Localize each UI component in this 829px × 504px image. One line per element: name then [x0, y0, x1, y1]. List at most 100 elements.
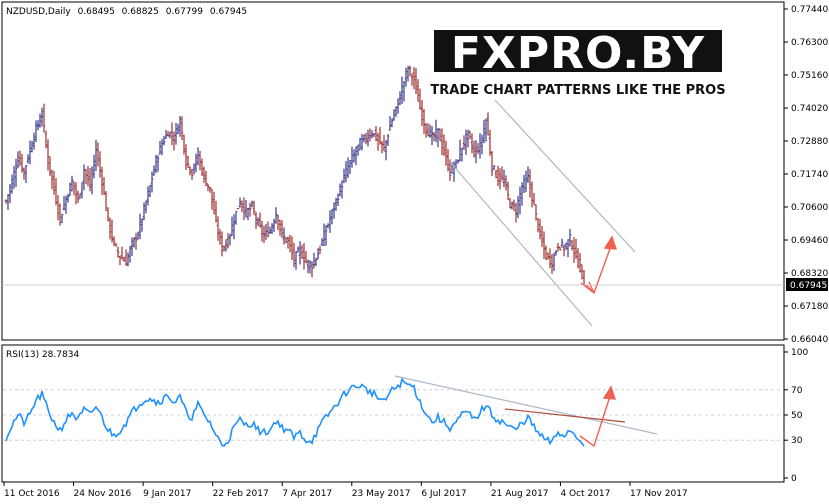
ohlc-bar: [506, 181, 510, 200]
ohlc-bar: [400, 76, 404, 105]
ohlc-bar: [522, 174, 526, 193]
ohlc-bar: [328, 210, 332, 233]
ohlc-bar: [396, 98, 400, 114]
ohlc-bar: [580, 264, 584, 280]
ohlc-bar: [286, 236, 290, 249]
rsi-pane[interactable]: [1, 344, 785, 483]
time-tick-label: 4 Oct 2017: [560, 489, 610, 499]
ohlc-bar: [172, 131, 176, 151]
ohlc-bar: [206, 183, 210, 192]
ohlc-bar: [404, 67, 408, 87]
ohlc-bar: [536, 217, 540, 233]
current-price-label: 0.67945: [790, 281, 827, 291]
ohlc-bar: [564, 242, 568, 250]
ohlc-bar: [500, 166, 504, 181]
ohlc-bar: [278, 219, 282, 236]
price-tick-label: 0.77440: [791, 5, 828, 15]
ohlc-bar: [498, 168, 502, 190]
ohlc-bar: [446, 149, 450, 172]
ohlc-bar: [528, 168, 532, 198]
ohlc-bar: [292, 242, 296, 268]
ohlc-bar: [306, 259, 310, 274]
price-tick-label: 0.69460: [791, 236, 828, 246]
ohlc-bar: [224, 239, 228, 252]
ohlc-bar: [492, 165, 496, 170]
ohlc-bar: [496, 165, 500, 186]
ohlc-bar: [358, 137, 362, 151]
time-tick-label: 22 Feb 2017: [213, 489, 269, 499]
rsi-pane-title: RSI(13) 28.7834: [6, 350, 79, 360]
ohlc-bar: [50, 169, 54, 190]
ohlc-bar: [316, 248, 320, 260]
ohlc-bar: [8, 184, 12, 204]
ohlc-bar: [42, 103, 46, 133]
ohlc-bar: [64, 195, 68, 214]
ohlc-bar: [170, 122, 174, 146]
ohlc-bar: [576, 248, 580, 269]
ohlc-bar: [550, 254, 554, 274]
ohlc-bar: [154, 154, 158, 174]
ohlc-bar: [60, 213, 64, 224]
ohlc-bar: [464, 129, 468, 155]
rsi-series: [5, 377, 585, 447]
time-tick-label: 17 Nov 2017: [630, 489, 688, 499]
ohlc-bar: [568, 229, 572, 247]
ohlc-bar: [122, 256, 126, 262]
ohlc-bar: [186, 155, 190, 168]
ohlc-bar: [284, 237, 288, 244]
symbol-label: NZDUSD,Daily: [6, 7, 71, 17]
ohlc-bar: [258, 212, 262, 228]
ohlc-bar: [214, 200, 218, 223]
ohlc-bar: [212, 191, 216, 215]
ohlc-bar: [470, 133, 474, 154]
ohlc-bar: [124, 249, 128, 266]
ohlc-bar: [420, 100, 424, 127]
ohlc-bar: [430, 126, 434, 145]
ohlc-bar: [442, 134, 446, 156]
ohlc-bar: [480, 134, 484, 155]
ohlc-bar: [234, 210, 238, 225]
ohlc-bar: [268, 226, 272, 235]
ohlc-close: 0.67945: [210, 7, 247, 17]
ohlc-bar: [494, 169, 498, 179]
ohlc-bar: [56, 195, 60, 221]
ohlc-bar: [208, 186, 212, 193]
rsi-axis: 100 70 50 30 0: [784, 348, 808, 484]
ohlc-bar: [136, 231, 140, 240]
ohlc-bar: [10, 174, 14, 194]
ohlc-bar: [58, 203, 62, 226]
ohlc-bar: [344, 161, 348, 183]
ohlc-bar: [78, 193, 82, 199]
time-tick-label: 23 May 2017: [352, 489, 411, 499]
ohlc-bar: [282, 227, 286, 245]
ohlc-bar: [512, 199, 516, 211]
ohlc-bar: [192, 163, 196, 175]
ohlc-bar: [190, 168, 194, 180]
ohlc-bar: [254, 211, 258, 229]
ohlc-bar: [202, 166, 206, 183]
ohlc-bar: [194, 153, 198, 173]
ohlc-bar: [412, 67, 416, 90]
rsi-tick-label: 70: [791, 386, 803, 396]
ohlc-bar: [554, 250, 558, 256]
ohlc-bar: [516, 195, 520, 218]
ohlc-bar: [562, 244, 566, 257]
ohlc-bar: [24, 165, 28, 183]
time-tick-label: 24 Nov 2016: [74, 489, 132, 499]
ohlc-bar: [26, 154, 30, 164]
ohlc-bar: [524, 170, 528, 193]
ohlc-bar: [474, 140, 478, 164]
ohlc-bar: [198, 150, 202, 171]
ohlc-bar: [274, 207, 278, 224]
ohlc-bar: [416, 79, 420, 102]
ohlc-bar: [242, 197, 246, 221]
ohlc-bar: [482, 119, 486, 144]
ohlc-bar: [454, 159, 458, 169]
ohlc-bar: [90, 166, 94, 195]
ohlc-bar: [116, 246, 120, 258]
time-tick-label: 6 Jul 2017: [421, 489, 466, 499]
ohlc-bar: [370, 130, 374, 139]
ohlc-bar: [34, 120, 38, 143]
fxpro-logo: FXPRO.BY TRADE CHART PATTERNS LIKE THE P…: [430, 28, 726, 98]
ohlc-bar: [158, 140, 162, 155]
